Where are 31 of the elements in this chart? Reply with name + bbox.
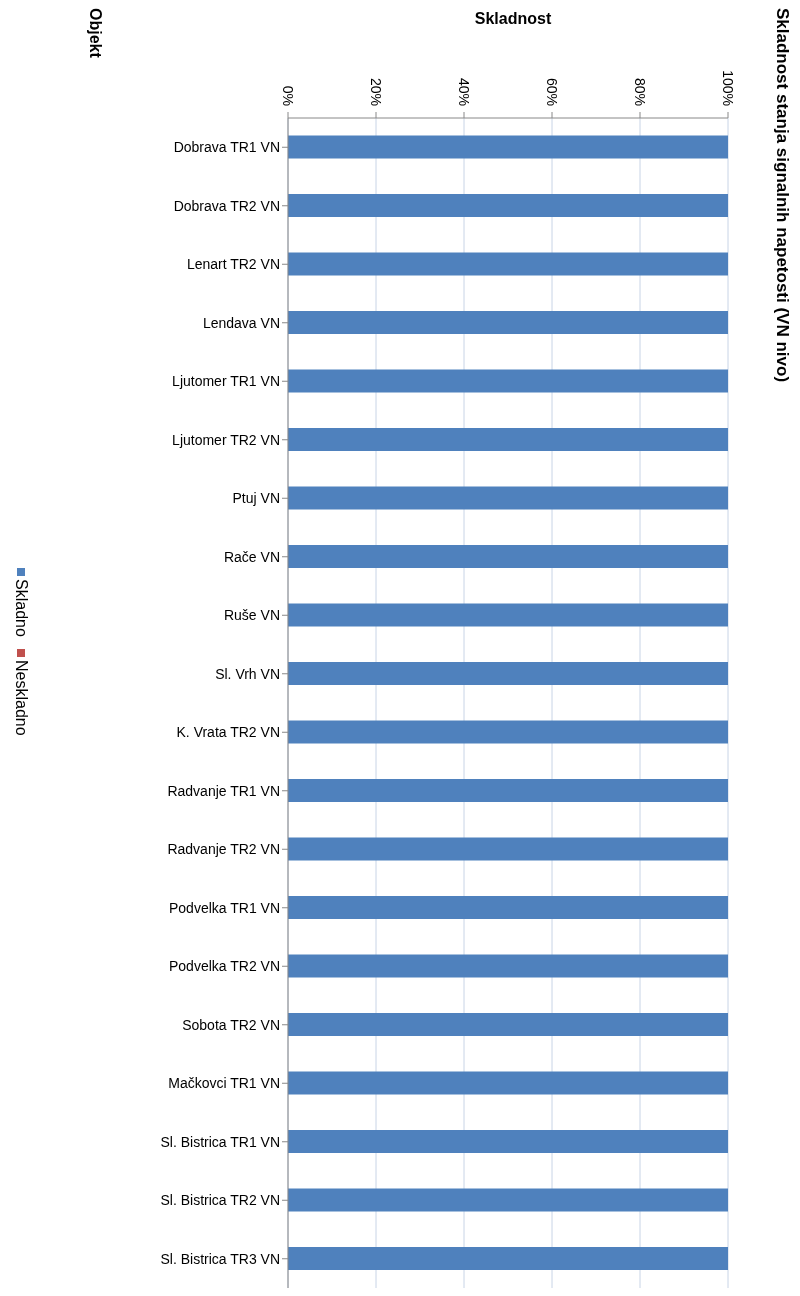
y-tick-label: Ljutomer TR2 VN (172, 431, 280, 448)
y-tick-label: Sobota TR2 VN (182, 1016, 280, 1033)
legend-label: Neskladno (12, 658, 30, 736)
y-tick-label: Lenart TR2 VN (186, 256, 280, 273)
y-tick-label: Ptuj VN (232, 490, 280, 507)
text: Skladnost stanja signalnih napetosti (VN nivo) (772, 8, 792, 385)
x-tick-label: 0% (280, 85, 296, 106)
x-axis-title: Skladnost (473, 10, 553, 28)
legend-label: Skladno (12, 578, 30, 637)
y-tick-label: Dobrava TR1 VN (173, 139, 280, 156)
x-tick-label: 40% (456, 77, 472, 106)
x-tick-label: 20% (368, 77, 384, 106)
y-axis-title: Objekt (86, 8, 104, 60)
y-tick-label: Lendava VN (202, 314, 280, 331)
x-tick-label: 80% (632, 77, 648, 106)
y-tick-label: Rače VN (223, 548, 280, 565)
y-tick-label: Dobrava TR2 VN (173, 197, 280, 214)
y-tick-label: Sl. Vrh VN (215, 665, 280, 682)
y-tick-label: Podvelka TR1 VN (168, 899, 280, 916)
y-tick-label: K. Vrata TR2 VN (176, 724, 280, 741)
y-tick-label: Sl. Bistrica TR3 VN (160, 1250, 280, 1267)
x-tick-label: 100% (720, 70, 736, 106)
x-tick-label: 60% (544, 77, 560, 106)
y-tick-label: Sl. Bistrica TR1 VN (160, 1133, 280, 1150)
y-tick-label: Sl. Bistrica TR2 VN (160, 1192, 280, 1209)
y-tick-label: Radvanje TR1 VN (167, 782, 280, 799)
y-tick-label: Podvelka TR2 VN (168, 958, 280, 975)
y-tick-label: Ljutomer TR1 VN (172, 373, 280, 390)
y-tick-label: Mačkovci TR1 VN (168, 1075, 280, 1092)
y-tick-label: Radvanje TR2 VN (167, 841, 280, 858)
y-tick-label: Ruše VN (223, 607, 280, 624)
